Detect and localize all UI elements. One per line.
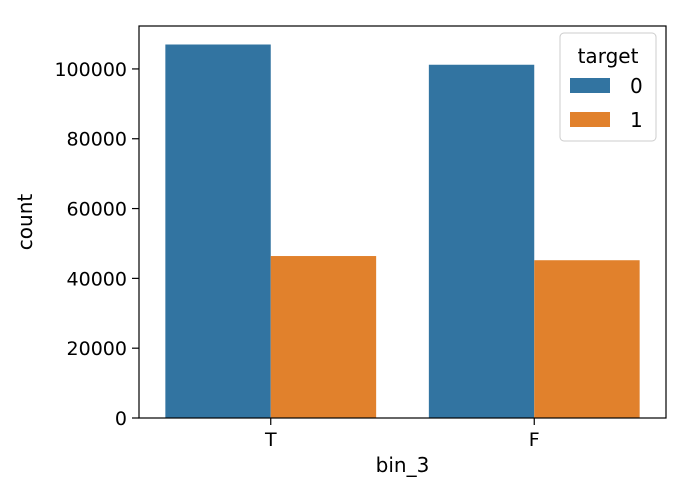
x-axis-label: bin_3	[376, 453, 430, 477]
legend-swatch-0	[570, 78, 610, 93]
legend-label-0: 0	[630, 74, 643, 98]
bar-T-series-1	[270, 256, 377, 418]
legend-title: target	[578, 44, 639, 68]
bars-layer	[165, 44, 640, 418]
y-axis: 0 20000 40000 60000 80000 100000	[54, 59, 139, 430]
legend: target 01	[559, 32, 657, 142]
y-tick-label: 100000	[54, 59, 127, 81]
y-tick-label: 60000	[67, 199, 127, 221]
y-tick-label: 40000	[67, 268, 127, 290]
legend-label-1: 1	[630, 108, 643, 132]
y-tick-label: 80000	[67, 129, 127, 151]
x-tick-label-F: F	[529, 429, 540, 451]
bar-F-series-0	[428, 64, 535, 418]
y-tick-label: 20000	[67, 338, 127, 360]
y-tick-label: 0	[115, 408, 127, 430]
bar-T-series-0	[165, 44, 271, 418]
axes-frame	[138, 25, 667, 419]
x-tick-label-T: T	[264, 429, 277, 451]
legend-items: 01	[570, 74, 643, 132]
legend-swatch-1	[570, 112, 610, 127]
bar-F-series-1	[534, 260, 640, 418]
y-axis-label: count	[13, 194, 37, 251]
